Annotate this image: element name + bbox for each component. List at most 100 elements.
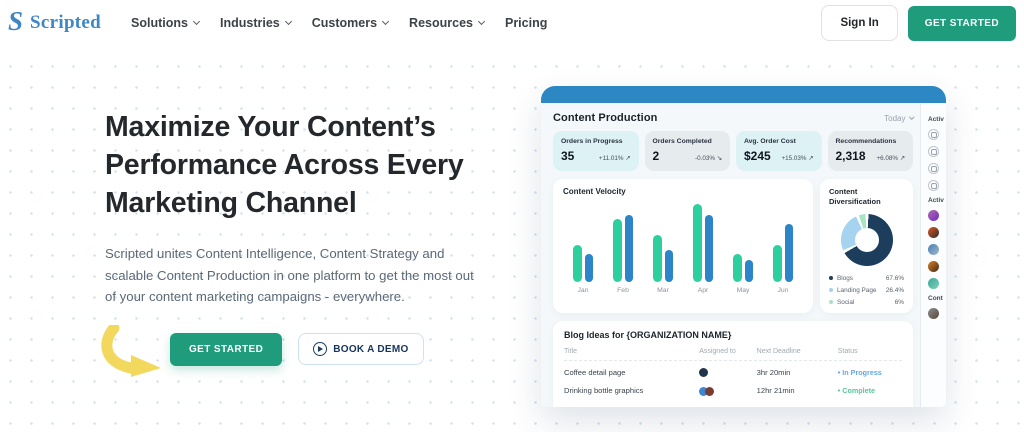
- chevron-down-icon: [284, 17, 292, 26]
- content-diversification-title: Content Diversification: [829, 187, 881, 206]
- charts-row: Content Velocity Jan Feb Mar Apr May Jun Cont…: [553, 179, 913, 313]
- blog-table-body: Coffee detail page 3hr 20min • In Progress…: [564, 361, 902, 398]
- sidebar-section-label: Activ: [928, 197, 944, 204]
- dashboard-title: Content Production: [553, 112, 658, 124]
- bar-group-may: May: [733, 204, 753, 294]
- stat-card-1: Orders Completed 2 -0.03% ↘: [644, 131, 730, 171]
- dashboard-sidebar: Activ Activ Cont: [920, 103, 946, 407]
- legend-row-landing-page: Landing Page 26.4%: [829, 287, 904, 294]
- bar-pair: [653, 204, 673, 282]
- legend-bullet: [829, 276, 833, 280]
- brand-name: Scripted: [30, 12, 102, 33]
- legend-row-social: Social 6%: [829, 299, 904, 306]
- nav-item-industries[interactable]: Industries: [220, 16, 292, 30]
- bar-pair: [693, 204, 713, 282]
- nav-item-pricing[interactable]: Pricing: [504, 16, 548, 30]
- nav-get-started-button[interactable]: GET STARTED: [907, 5, 1016, 41]
- nav-menu: Solutions Industries Customers Resources Pri…: [131, 16, 547, 30]
- sidebar-section-label: Activ: [928, 116, 944, 123]
- dashboard-topbar: [541, 86, 946, 103]
- sidebar-avatar: [928, 227, 939, 238]
- assigned-avatars: [699, 386, 756, 396]
- chevron-down-icon: [477, 17, 486, 26]
- content-velocity-title: Content Velocity: [563, 187, 626, 196]
- green-series-bar: [613, 218, 622, 282]
- legend-label: Social: [837, 298, 855, 306]
- stat-value-row: 2,318 +6.08% ↗: [836, 149, 906, 163]
- book-demo-button[interactable]: BOOK A DEMO: [298, 333, 424, 365]
- hero-title: Maximize Your Content’s Performance Acro…: [105, 111, 464, 219]
- chevron-down-icon: [908, 114, 914, 120]
- legend-bullet: [829, 300, 833, 304]
- curved-arrow-icon: [101, 324, 161, 377]
- chevron-down-icon: [382, 17, 390, 26]
- blue-series-bar: [664, 250, 673, 282]
- bar-category-label: Apr: [697, 287, 709, 294]
- blue-series-bar: [784, 223, 793, 282]
- stat-label: Orders in Progress: [561, 138, 623, 145]
- sign-in-button[interactable]: Sign In: [821, 5, 898, 41]
- hero-cta-row: GET STARTED BOOK A DEMO: [101, 324, 505, 377]
- stat-delta: +11.01% ↗: [598, 155, 631, 162]
- legend-value: 67.6%: [885, 274, 904, 282]
- bar-group-apr: Apr: [693, 204, 713, 294]
- content-diversification-card: Content Diversification Blogs 67.6% Landin…: [820, 179, 913, 313]
- bar-pair: [613, 204, 633, 282]
- green-series-bar: [773, 244, 782, 282]
- nav-right: Sign In GET STARTED: [821, 5, 1016, 41]
- content-velocity-card: Content Velocity Jan Feb Mar Apr May Jun: [553, 179, 813, 313]
- avatar: [705, 386, 715, 396]
- row-deadline: 3hr 20min: [756, 367, 791, 377]
- stats-row: Orders in Progress 35 +11.01% ↗ Orders Comp…: [553, 131, 913, 171]
- top-nav: S Scripted Solutions Industries Customers R…: [0, 0, 1024, 46]
- donut-legend: Blogs 67.6% Landing Page 26.4% Social 6%: [829, 270, 904, 306]
- row-deadline: 12hr 21min: [756, 386, 795, 396]
- stat-label: Orders Completed: [652, 138, 712, 145]
- row-title: Drinking bottle graphics: [564, 386, 644, 396]
- hero-get-started-button[interactable]: GET STARTED: [170, 332, 283, 366]
- sidebar-avatar: [928, 210, 939, 221]
- bar-pair: [573, 204, 593, 282]
- nav-item-resources[interactable]: Resources: [409, 16, 486, 30]
- stat-value: 2: [652, 149, 660, 163]
- nav-item-solutions[interactable]: Solutions: [131, 16, 201, 30]
- bar-pair: [733, 204, 753, 282]
- green-series-bar: [573, 244, 582, 282]
- column-header: Next Deadline: [756, 347, 801, 355]
- legend-label: Landing Page: [837, 286, 877, 294]
- nav-item-customers[interactable]: Customers: [312, 16, 390, 30]
- sidebar-section-label: Cont: [928, 295, 943, 302]
- printer-icon: [928, 129, 939, 140]
- stat-card-2: Avg. Order Cost $245 +15.03% ↗: [736, 131, 822, 171]
- stat-card-0: Orders in Progress 35 +11.01% ↗: [553, 131, 639, 171]
- stat-delta: +6.08% ↗: [876, 155, 905, 162]
- legend-value: 6%: [894, 298, 904, 306]
- stat-value-row: 2 -0.03% ↘: [653, 149, 723, 163]
- bar-group-jun: Jun: [773, 204, 793, 294]
- legend-value: 26.4%: [885, 286, 904, 294]
- column-header: Assigned to: [699, 347, 736, 355]
- stat-value: $245: [744, 149, 771, 163]
- dashboard-title-row: Content Production Today: [553, 112, 914, 124]
- stat-label: Avg. Order Cost: [744, 138, 796, 145]
- stat-delta: +15.03% ↗: [781, 155, 814, 162]
- person-icon: [928, 146, 939, 157]
- stat-label: Recommendations: [835, 138, 897, 145]
- hero-section: Maximize Your Content’s Performance Acro…: [101, 108, 505, 377]
- stat-value: 35: [561, 149, 575, 163]
- blog-ideas-title: Blog Ideas for {ORGANIZATION NAME}: [564, 329, 732, 340]
- table-row: Drinking bottle graphics 12hr 21min • Comp…: [564, 379, 902, 398]
- column-header: Status: [837, 347, 858, 355]
- sidebar-avatar: [928, 308, 939, 319]
- legend-label: Blogs: [837, 274, 853, 282]
- blue-series-bar: [584, 253, 593, 282]
- donut-hole: [854, 227, 879, 252]
- period-label: Today: [884, 113, 906, 123]
- stat-value-row: 35 +11.01% ↗: [561, 149, 631, 163]
- bar-group-jan: Jan: [573, 204, 593, 294]
- column-header: Title: [564, 347, 577, 355]
- avatar: [699, 368, 709, 377]
- brand[interactable]: S Scripted: [8, 7, 102, 37]
- legend-row-blogs: Blogs 67.6%: [829, 275, 904, 282]
- green-series-bar: [733, 253, 742, 282]
